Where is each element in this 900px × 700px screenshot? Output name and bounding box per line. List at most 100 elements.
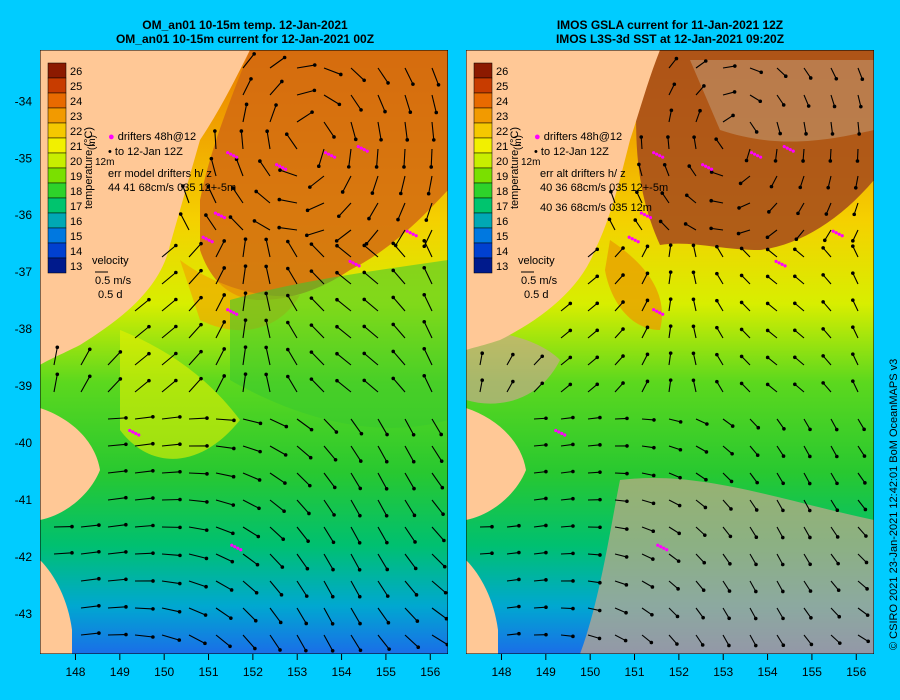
left-longitude-axis: 148 149 150 151 152 153 154 155 156 (65, 654, 441, 679)
drifter-point (710, 167, 714, 171)
current-vector-head (384, 513, 389, 518)
current-vector (668, 58, 677, 69)
current-vector-head (281, 537, 286, 542)
current-vector-head (668, 378, 673, 382)
current-vector (431, 121, 435, 140)
current-vector-head (283, 481, 287, 485)
current-vector-head (660, 191, 665, 195)
current-vector-head (229, 588, 234, 592)
drifter-point (365, 149, 369, 153)
current-vector (161, 353, 177, 366)
current-vector (296, 499, 310, 514)
current-vector (377, 67, 389, 84)
current-vector-head (624, 610, 628, 615)
current-vector-head (830, 132, 835, 136)
current-vector-head (765, 247, 770, 252)
current-vector (803, 580, 811, 592)
current-vector (350, 607, 361, 624)
current-vector (641, 634, 652, 643)
current-vector-head (335, 324, 339, 329)
colorbar-tick-label: 25 (496, 81, 508, 93)
colorbar-tick-label: 24 (70, 96, 82, 108)
current-vector-head (781, 481, 785, 486)
current-vector-head (808, 535, 812, 540)
current-vector-head (821, 300, 825, 304)
current-vector (722, 91, 735, 96)
current-vector-head (862, 427, 866, 432)
current-vector (134, 416, 153, 420)
current-vector-head (243, 318, 248, 322)
current-vector (296, 472, 311, 487)
colorbar-tick-label: 22 (70, 126, 82, 138)
current-vector-head (778, 131, 782, 136)
current-vector (614, 382, 624, 393)
current-vector-head (386, 620, 391, 625)
current-vector (668, 272, 672, 285)
current-vector (368, 202, 379, 219)
current-vector (296, 553, 308, 570)
current-vector (857, 94, 862, 107)
current-vector-head (362, 270, 367, 275)
current-vector-head (621, 327, 625, 331)
current-vector (404, 418, 415, 436)
drifter-point (230, 543, 234, 547)
left-title-line1: OM_an01 10-15m temp. 12-Jan-2021 (142, 18, 348, 32)
current-vector (296, 607, 307, 624)
current-vector-head (698, 108, 702, 113)
drifter-point (648, 215, 653, 220)
current-vector (614, 417, 628, 420)
current-vector-head (332, 135, 336, 139)
current-vector (830, 580, 840, 591)
current-vector (506, 633, 519, 636)
current-vector (232, 187, 244, 204)
current-vector (161, 443, 180, 447)
current-vector-head (87, 374, 92, 379)
drifter-point (756, 154, 760, 158)
current-vector (236, 159, 244, 177)
current-vector (767, 249, 778, 258)
current-vector (161, 607, 180, 613)
current-vector (857, 67, 863, 80)
current-vector (767, 229, 778, 238)
current-vector-head (544, 550, 548, 555)
current-vector-head (178, 581, 182, 586)
current-vector (794, 383, 805, 393)
current-vector-head (205, 416, 209, 420)
current-vector (377, 526, 388, 543)
current-vector (692, 299, 697, 312)
current-vector-head (151, 523, 155, 528)
current-vector-head (807, 481, 812, 486)
drifter-point (655, 309, 659, 313)
current-vector (230, 216, 244, 231)
current-vector-head (866, 639, 870, 644)
current-vector-head (635, 190, 639, 194)
current-vector-head (821, 273, 825, 277)
lon-tick-label: 156 (420, 665, 440, 679)
right-err-line2: 40 36 68cm/s 035 12+-5m (540, 182, 668, 194)
current-vector (287, 241, 298, 258)
current-vector (560, 383, 571, 393)
current-vector (852, 299, 859, 312)
current-vector-head (678, 475, 682, 480)
current-vector (767, 303, 778, 312)
current-vector (336, 299, 352, 312)
current-vector (205, 214, 217, 231)
current-vector-head (415, 619, 420, 623)
current-vector (830, 445, 838, 457)
current-vector (350, 67, 365, 81)
current-vector (533, 497, 546, 501)
drifter-point (627, 235, 631, 239)
current-vector-head (374, 165, 379, 169)
current-vector (741, 275, 751, 285)
current-vector (587, 580, 600, 584)
current-vector-head (793, 301, 797, 306)
current-vector-head (445, 642, 448, 647)
current-vector (296, 89, 315, 96)
drifter-point (414, 234, 418, 238)
current-vector-head (312, 63, 317, 67)
current-vector (852, 326, 859, 339)
current-vector-head (675, 614, 680, 619)
current-vector-head (781, 589, 785, 594)
current-vector-head (517, 604, 521, 609)
current-vector (342, 175, 352, 193)
